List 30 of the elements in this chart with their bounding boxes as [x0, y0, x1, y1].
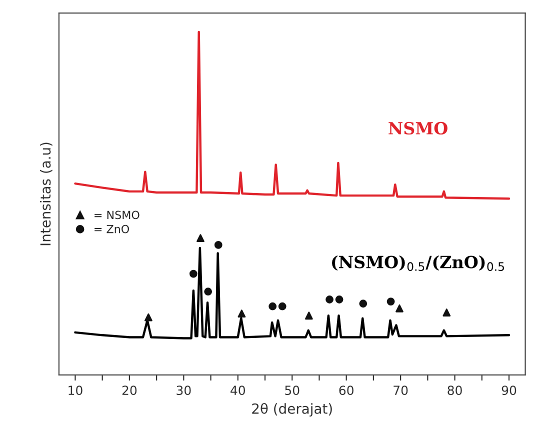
text: (NSMO)$_{0.5}$/(ZnO)$_{0.5}$ [332, 255, 504, 271]
legend-label: = ZnO [94, 224, 130, 234]
y-axis-title: Intensitas (a.u) [40, 142, 52, 246]
point [238, 310, 246, 318]
point [278, 302, 286, 310]
x-tick-label: 10 [68, 386, 82, 396]
point [326, 296, 334, 304]
point [144, 313, 152, 322]
x-tick-label: 60 [339, 386, 354, 396]
x-tick-label: 20 [122, 386, 137, 396]
x-tick-label: 30 [176, 386, 191, 396]
point [335, 296, 344, 304]
point [214, 241, 222, 249]
x-tick-label: 80 [448, 386, 462, 396]
point [196, 234, 204, 242]
legend-label: = NSMO [94, 210, 140, 220]
x-axis-title: 2θ (derajat) [252, 403, 332, 417]
point [386, 298, 395, 306]
point [359, 300, 368, 308]
x-tick-label: 90 [502, 386, 516, 396]
text: NSMO [388, 122, 448, 135]
point [442, 308, 451, 316]
point [396, 304, 404, 312]
point [189, 270, 198, 278]
point [268, 302, 277, 310]
x-tick-label: 50 [285, 386, 300, 396]
x-tick-label: 70 [394, 386, 408, 396]
point [304, 312, 313, 320]
x-tick-label: 40 [230, 386, 246, 396]
point [204, 288, 212, 296]
